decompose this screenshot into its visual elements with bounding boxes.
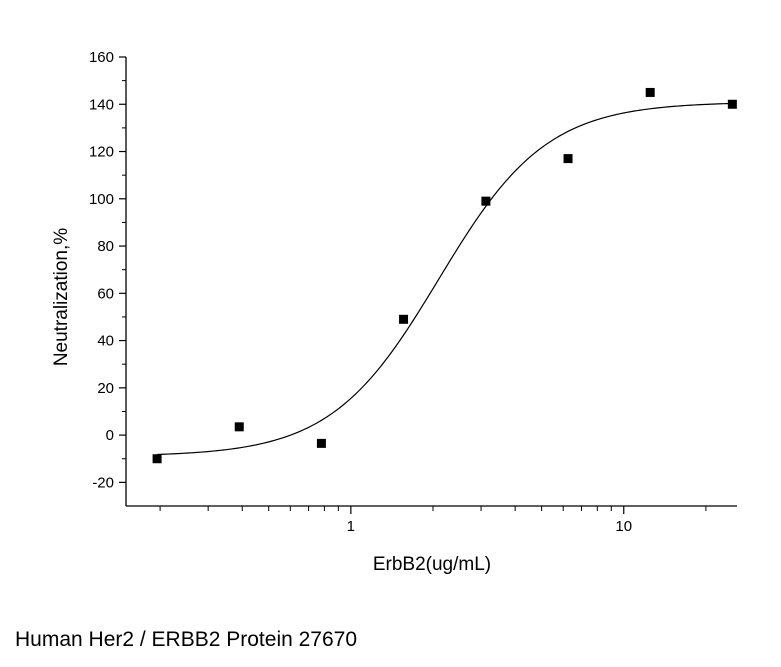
data-point	[645, 87, 655, 97]
data-point	[316, 438, 326, 448]
y-tick-label: 0	[106, 427, 114, 444]
data-points-layer	[152, 87, 737, 464]
x-axis-title: ErbB2(ug/mL)	[373, 554, 491, 575]
data-point	[399, 314, 409, 324]
chart-axes: -20 0 20 40 60 80 100 120 140 160 1 10	[89, 49, 737, 535]
x-tick-label: 1	[347, 518, 355, 535]
data-point	[152, 454, 162, 464]
figure-caption: Human Her2 / ERBB2 Protein 27670	[15, 628, 358, 651]
y-tick-label: 120	[89, 144, 114, 161]
data-point	[481, 196, 491, 206]
y-tick-label: 60	[97, 285, 114, 302]
y-tick-label: 140	[89, 96, 114, 113]
y-tick-label: 20	[97, 380, 114, 397]
fit-curve-line	[157, 102, 733, 456]
y-tick-label: 100	[89, 191, 114, 208]
y-axis-title: Neutralization,%	[51, 228, 72, 366]
x-tick-label: 10	[615, 518, 632, 535]
fit-curve-layer	[157, 102, 733, 456]
data-point	[563, 154, 573, 164]
y-tick-label: 160	[89, 49, 114, 66]
data-point	[727, 99, 737, 109]
y-tick-label: 80	[97, 238, 114, 255]
y-tick-label: 40	[97, 333, 114, 350]
data-point	[234, 422, 244, 432]
y-tick-label: -20	[92, 474, 114, 491]
neutralization-chart: -20 0 20 40 60 80 100 120 140 160 1 10 ErbB2(ug/mL)…	[51, 49, 737, 575]
